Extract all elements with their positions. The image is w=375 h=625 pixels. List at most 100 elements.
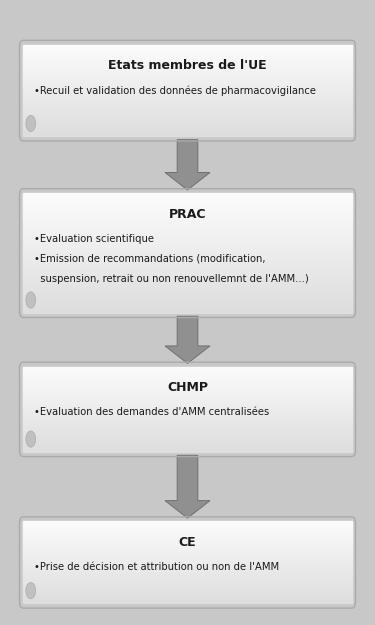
Bar — [22, 406, 352, 408]
Bar — [22, 98, 352, 99]
Bar — [22, 597, 352, 599]
Bar — [22, 561, 352, 562]
Bar — [22, 64, 352, 66]
Bar — [22, 424, 352, 426]
Bar — [22, 120, 352, 122]
Bar — [22, 596, 352, 598]
Bar — [22, 378, 352, 380]
Bar — [22, 556, 352, 559]
Bar — [22, 94, 352, 97]
Bar — [22, 403, 352, 405]
Bar — [22, 272, 352, 275]
Bar — [22, 256, 352, 259]
Bar — [22, 421, 352, 424]
Bar — [22, 46, 352, 48]
Bar — [22, 375, 352, 377]
Bar — [22, 211, 352, 214]
Bar — [22, 563, 352, 565]
Polygon shape — [165, 316, 210, 363]
Bar — [22, 232, 352, 235]
Bar — [22, 249, 352, 251]
Bar — [22, 577, 352, 579]
Bar — [22, 207, 352, 209]
Bar — [22, 416, 352, 418]
Text: suspension, retrait ou non renouvellemnt de l'AMM...): suspension, retrait ou non renouvellemnt… — [34, 274, 309, 284]
Bar — [22, 592, 352, 594]
Bar — [22, 570, 352, 572]
Bar — [22, 49, 352, 51]
Bar — [22, 251, 352, 253]
Bar — [22, 134, 352, 136]
Bar — [22, 568, 352, 569]
Bar — [22, 445, 352, 448]
Circle shape — [26, 292, 36, 308]
Text: •Emission de recommandations (modification,: •Emission de recommandations (modificati… — [34, 254, 265, 264]
Bar — [22, 589, 352, 591]
Bar — [22, 543, 352, 545]
Bar — [22, 586, 352, 588]
Bar — [22, 535, 352, 537]
Bar — [22, 449, 352, 451]
Bar — [22, 234, 352, 238]
Bar — [22, 48, 352, 50]
Bar — [22, 104, 352, 106]
Bar — [22, 219, 352, 221]
Bar — [22, 90, 352, 92]
Bar — [22, 123, 352, 126]
Bar — [22, 404, 352, 406]
Bar — [22, 261, 352, 263]
Bar — [22, 114, 352, 116]
Bar — [22, 52, 352, 54]
Bar — [22, 552, 352, 554]
Bar — [22, 374, 352, 376]
Bar — [22, 431, 352, 433]
Bar — [22, 244, 352, 247]
Bar — [22, 71, 352, 72]
Bar — [22, 127, 352, 130]
Bar — [22, 229, 352, 231]
Bar — [22, 548, 352, 550]
Bar — [22, 398, 352, 399]
Bar — [22, 382, 352, 384]
Bar — [22, 447, 352, 449]
Bar — [22, 430, 352, 432]
Bar — [22, 366, 352, 369]
Bar — [22, 391, 352, 392]
Bar — [22, 225, 352, 228]
Bar — [22, 111, 352, 113]
Text: CE: CE — [178, 536, 196, 549]
Bar — [22, 102, 352, 104]
Bar — [22, 401, 352, 402]
Bar — [22, 96, 352, 98]
Bar — [22, 436, 352, 437]
Bar — [22, 93, 352, 95]
Bar — [22, 132, 352, 134]
Bar — [22, 593, 352, 595]
Bar — [22, 408, 352, 409]
Bar — [22, 582, 352, 584]
Bar — [22, 585, 352, 587]
Bar — [22, 402, 352, 404]
Bar — [22, 413, 352, 415]
Bar — [22, 227, 352, 229]
Bar — [22, 438, 352, 440]
Bar — [22, 571, 352, 573]
Bar — [22, 302, 352, 304]
Bar — [22, 108, 352, 110]
Text: PRAC: PRAC — [169, 208, 206, 221]
Bar — [22, 419, 352, 421]
Bar — [22, 412, 352, 414]
Bar — [22, 107, 352, 109]
Bar — [22, 254, 352, 257]
Bar — [22, 434, 352, 436]
Bar — [22, 369, 352, 371]
Bar — [22, 388, 352, 390]
Bar — [22, 522, 352, 524]
Bar — [22, 395, 352, 397]
Bar — [22, 590, 352, 592]
Bar — [22, 118, 352, 119]
Bar — [22, 54, 352, 56]
Bar — [22, 569, 352, 571]
Bar — [22, 201, 352, 204]
Bar — [22, 68, 352, 69]
